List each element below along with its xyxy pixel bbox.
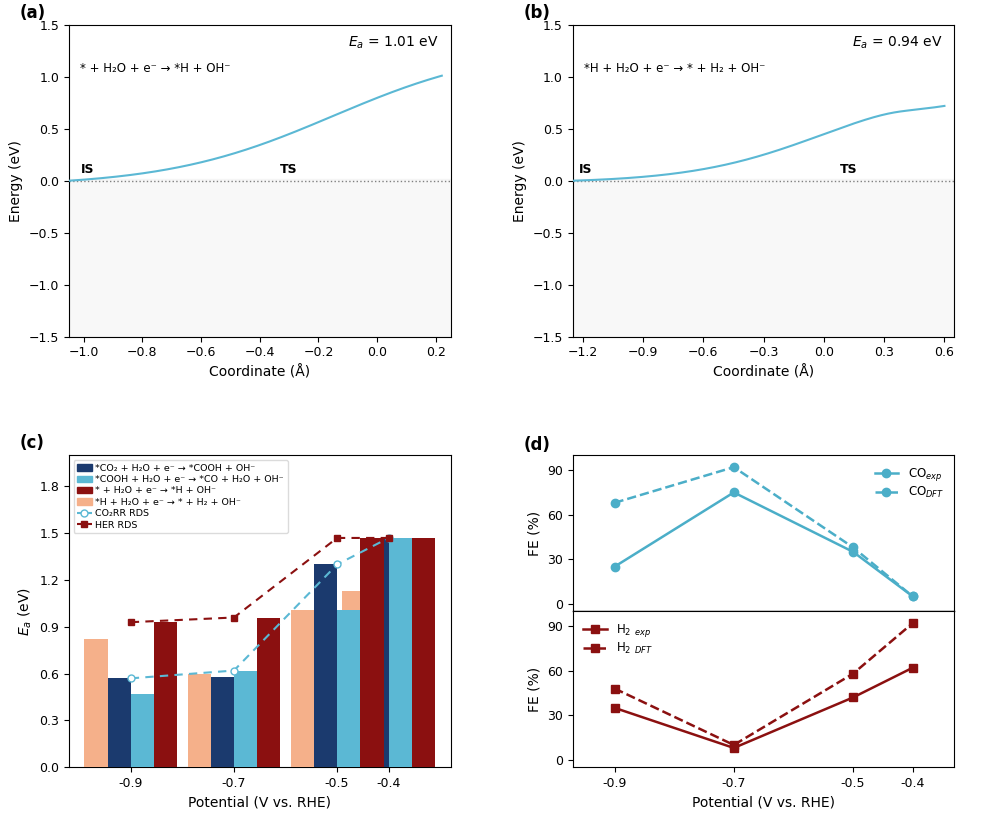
X-axis label: Potential (V vs. RHE): Potential (V vs. RHE) bbox=[692, 795, 835, 809]
CO$_{exp}$ bbox=[847, 547, 859, 557]
Y-axis label: Energy (eV): Energy (eV) bbox=[9, 139, 23, 222]
CO$_{DFT}$ bbox=[907, 592, 919, 601]
Text: IS: IS bbox=[579, 163, 592, 176]
Text: * + H₂O + e⁻ → *H + OH⁻: * + H₂O + e⁻ → *H + OH⁻ bbox=[81, 62, 231, 75]
Text: (b): (b) bbox=[523, 3, 550, 21]
Y-axis label: FE (%): FE (%) bbox=[527, 667, 541, 712]
Y-axis label: $E_a$ (eV): $E_a$ (eV) bbox=[16, 587, 33, 636]
Y-axis label: FE (%): FE (%) bbox=[527, 511, 541, 556]
Bar bbox=[85, 639, 107, 767]
Bar bbox=[154, 622, 177, 767]
Bar bbox=[188, 674, 211, 767]
Bar bbox=[314, 564, 338, 767]
Bar bbox=[69, 179, 451, 337]
Text: IS: IS bbox=[81, 163, 94, 176]
H$_2$ $_{exp}$ bbox=[907, 662, 919, 672]
Text: (d): (d) bbox=[523, 436, 550, 454]
Text: (c): (c) bbox=[20, 434, 44, 452]
Legend: H$_2$ $_{exp}$, H$_2$ $_{DFT}$: H$_2$ $_{exp}$, H$_2$ $_{DFT}$ bbox=[579, 617, 658, 661]
Bar bbox=[131, 694, 154, 767]
CO$_{DFT}$ bbox=[847, 542, 859, 552]
Line: CO$_{DFT}$: CO$_{DFT}$ bbox=[610, 463, 917, 601]
CO$_{DFT}$ bbox=[728, 462, 740, 472]
Bar bbox=[234, 671, 257, 767]
H$_2$ $_{DFT}$ bbox=[608, 684, 620, 694]
H$_2$ $_{exp}$ bbox=[847, 692, 859, 702]
Bar bbox=[360, 538, 384, 767]
Bar bbox=[211, 676, 234, 767]
Bar bbox=[342, 591, 365, 767]
Legend: CO$_{exp}$, CO$_{DFT}$: CO$_{exp}$, CO$_{DFT}$ bbox=[870, 461, 949, 505]
Bar bbox=[107, 678, 131, 767]
Y-axis label: Energy (eV): Energy (eV) bbox=[513, 139, 527, 222]
Text: *H + H₂O + e⁻ → * + H₂ + OH⁻: *H + H₂O + e⁻ → * + H₂ + OH⁻ bbox=[584, 62, 766, 75]
H$_2$ $_{exp}$ bbox=[608, 703, 620, 713]
Bar bbox=[412, 538, 435, 767]
H$_2$ $_{DFT}$ bbox=[847, 669, 859, 679]
CO$_{exp}$ bbox=[907, 592, 919, 601]
H$_2$ $_{DFT}$ bbox=[728, 740, 740, 750]
Line: H$_2$ $_{DFT}$: H$_2$ $_{DFT}$ bbox=[610, 619, 917, 749]
H$_2$ $_{exp}$ bbox=[728, 743, 740, 753]
Line: CO$_{exp}$: CO$_{exp}$ bbox=[610, 488, 917, 601]
Bar bbox=[338, 610, 360, 767]
CO$_{DFT}$ bbox=[608, 497, 620, 507]
X-axis label: Coordinate (Å): Coordinate (Å) bbox=[210, 365, 310, 380]
CO$_{exp}$ bbox=[608, 562, 620, 572]
Bar bbox=[389, 538, 412, 767]
X-axis label: Potential (V vs. RHE): Potential (V vs. RHE) bbox=[188, 795, 332, 809]
Text: $E_a$ = 1.01 eV: $E_a$ = 1.01 eV bbox=[348, 34, 439, 50]
H$_2$ $_{DFT}$ bbox=[907, 618, 919, 628]
Legend: *CO₂ + H₂O + e⁻ → *COOH + OH⁻, *COOH + H₂O + e⁻ → *CO + H₂O + OH⁻, * + H₂O + e⁻ : *CO₂ + H₂O + e⁻ → *COOH + OH⁻, *COOH + H… bbox=[74, 460, 287, 533]
CO$_{exp}$ bbox=[728, 488, 740, 497]
Text: (a): (a) bbox=[20, 3, 45, 21]
Line: H$_2$ $_{exp}$: H$_2$ $_{exp}$ bbox=[610, 663, 917, 752]
Text: $E_a$ = 0.94 eV: $E_a$ = 0.94 eV bbox=[852, 34, 943, 50]
Bar bbox=[365, 538, 389, 767]
Text: TS: TS bbox=[280, 163, 298, 176]
Bar bbox=[290, 610, 314, 767]
X-axis label: Coordinate (Å): Coordinate (Å) bbox=[713, 365, 814, 380]
Bar bbox=[573, 179, 954, 337]
Bar bbox=[257, 617, 280, 767]
Text: TS: TS bbox=[840, 163, 858, 176]
